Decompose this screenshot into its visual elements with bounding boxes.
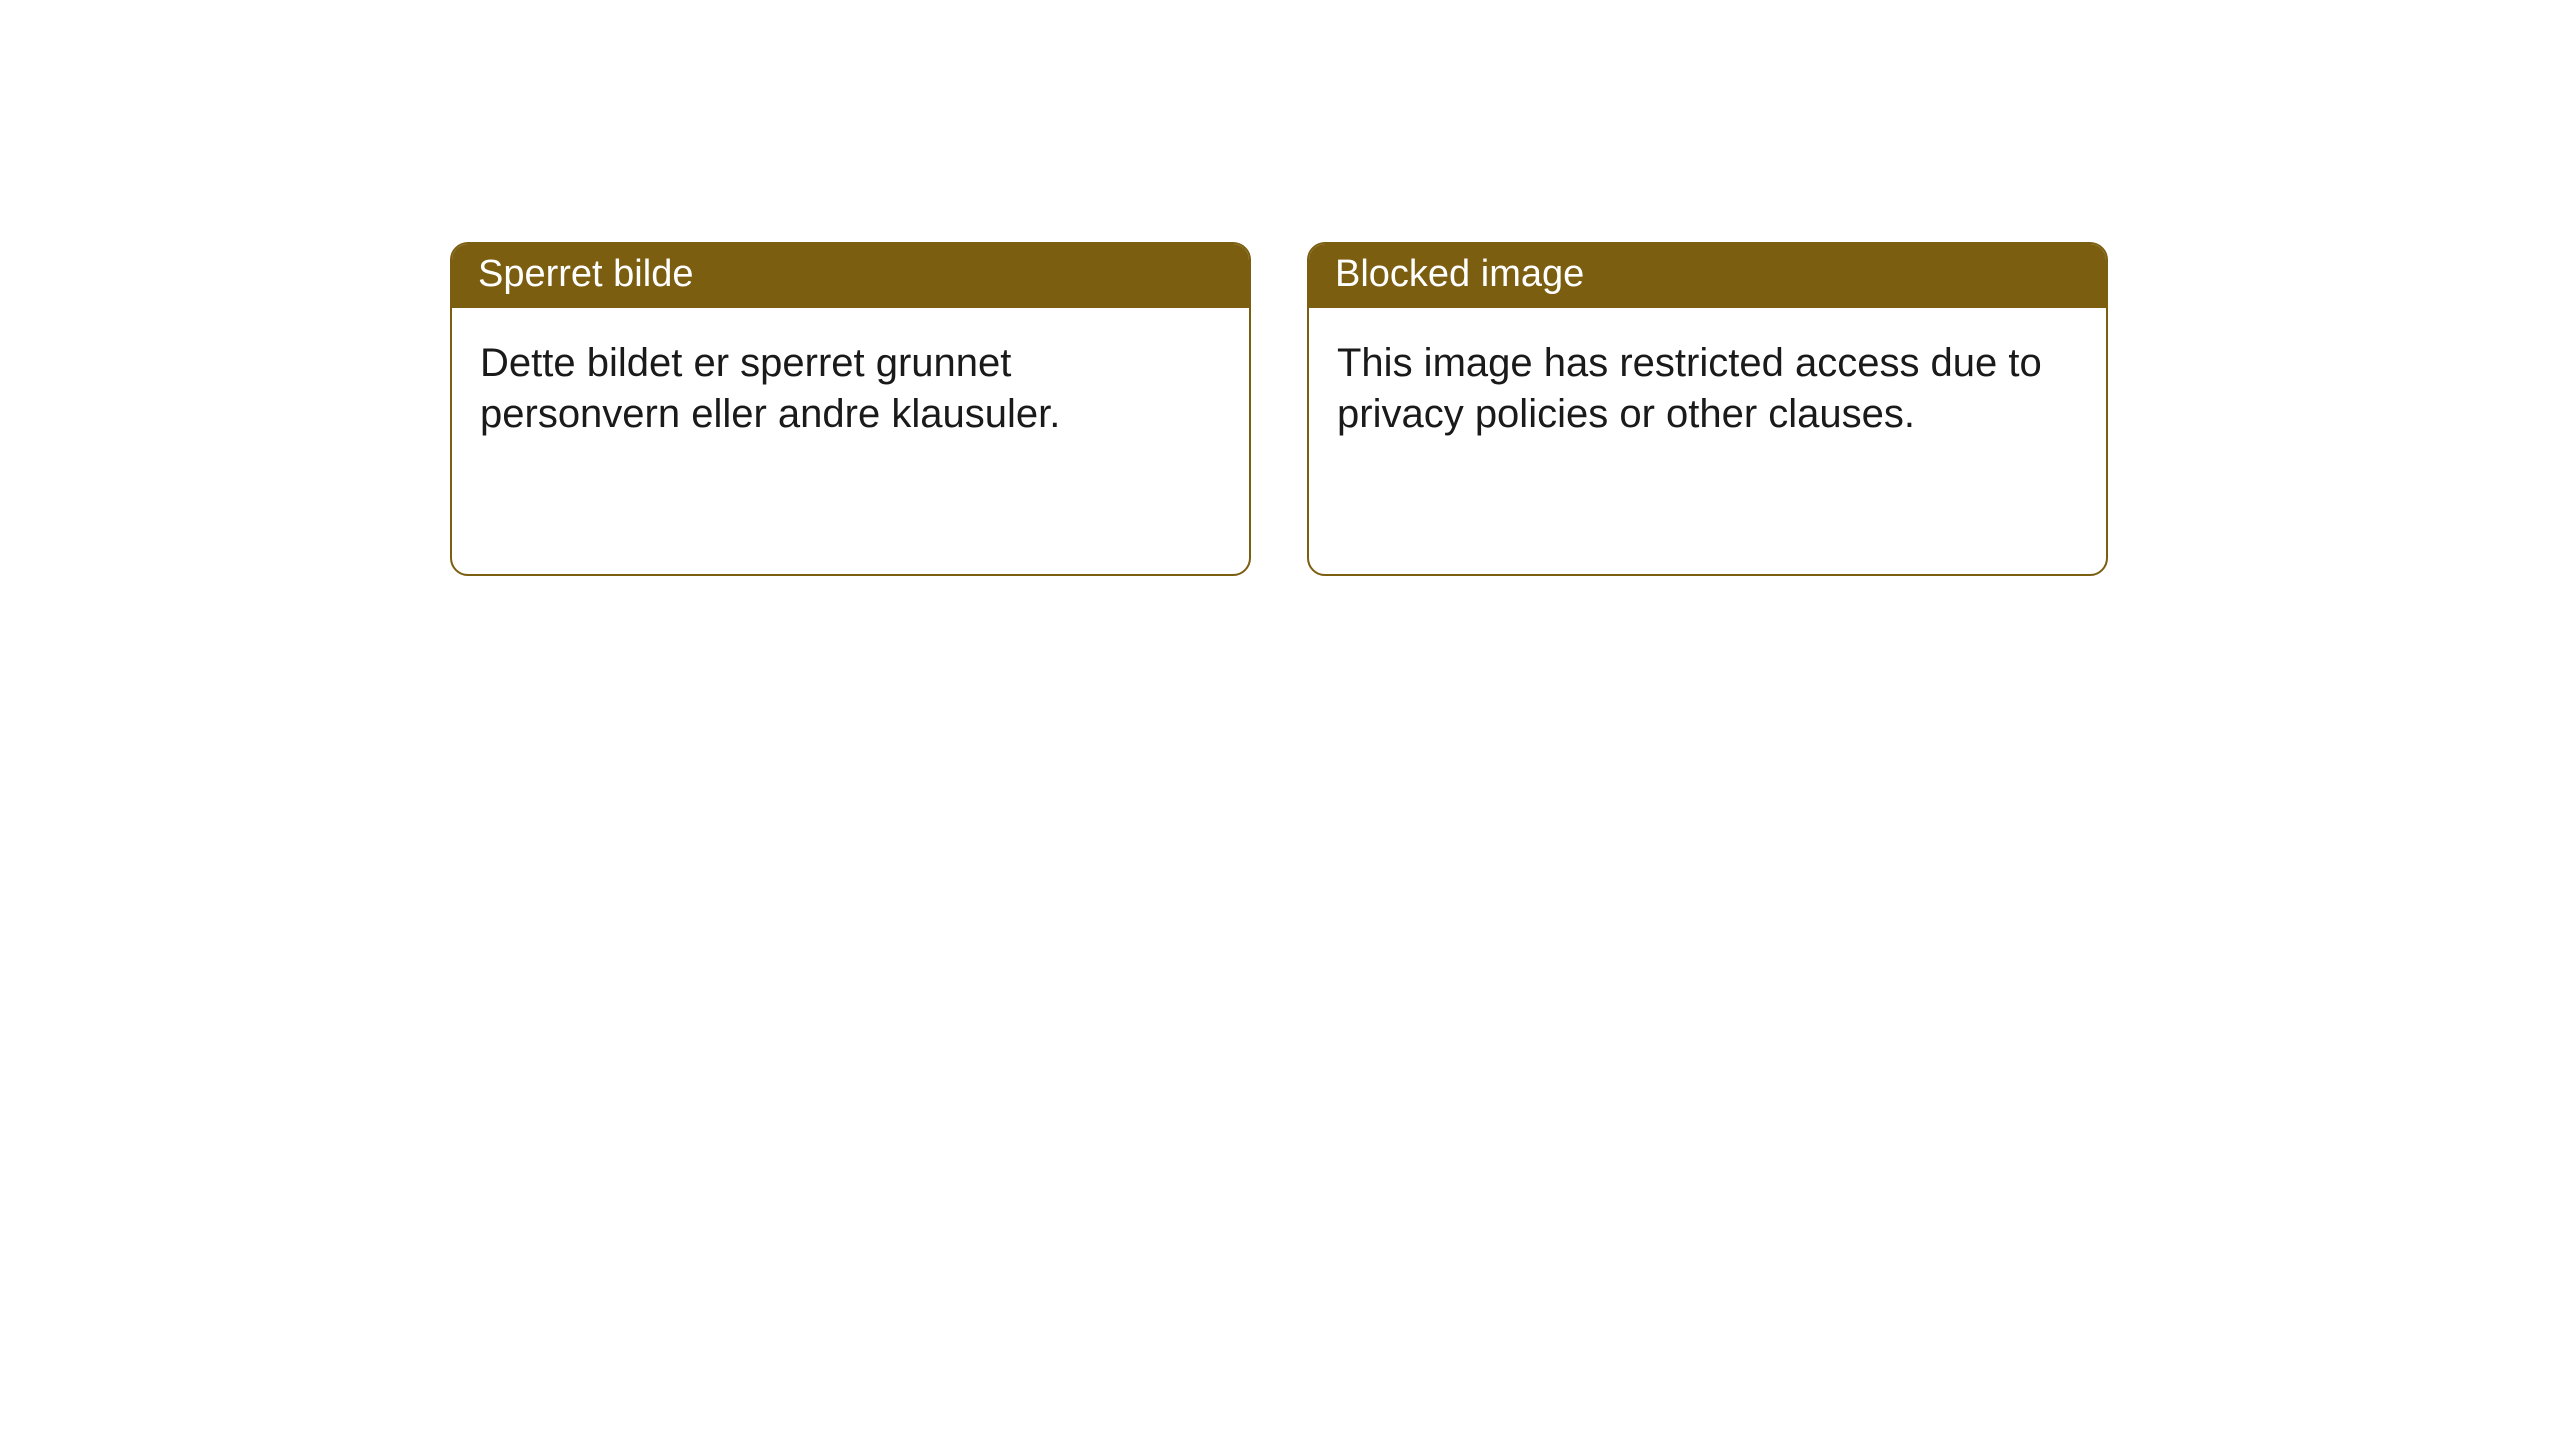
notice-card-english: Blocked image This image has restricted … (1307, 242, 2108, 576)
card-body: Dette bildet er sperret grunnet personve… (452, 308, 1249, 460)
notice-card-norwegian: Sperret bilde Dette bildet er sperret gr… (450, 242, 1251, 576)
notice-cards-container: Sperret bilde Dette bildet er sperret gr… (450, 242, 2108, 576)
card-message: This image has restricted access due to … (1337, 341, 2042, 436)
card-title: Blocked image (1335, 253, 1584, 295)
card-title: Sperret bilde (478, 253, 693, 295)
card-message: Dette bildet er sperret grunnet personve… (480, 341, 1060, 436)
card-body: This image has restricted access due to … (1309, 308, 2106, 460)
card-header: Sperret bilde (452, 244, 1249, 308)
card-header: Blocked image (1309, 244, 2106, 308)
